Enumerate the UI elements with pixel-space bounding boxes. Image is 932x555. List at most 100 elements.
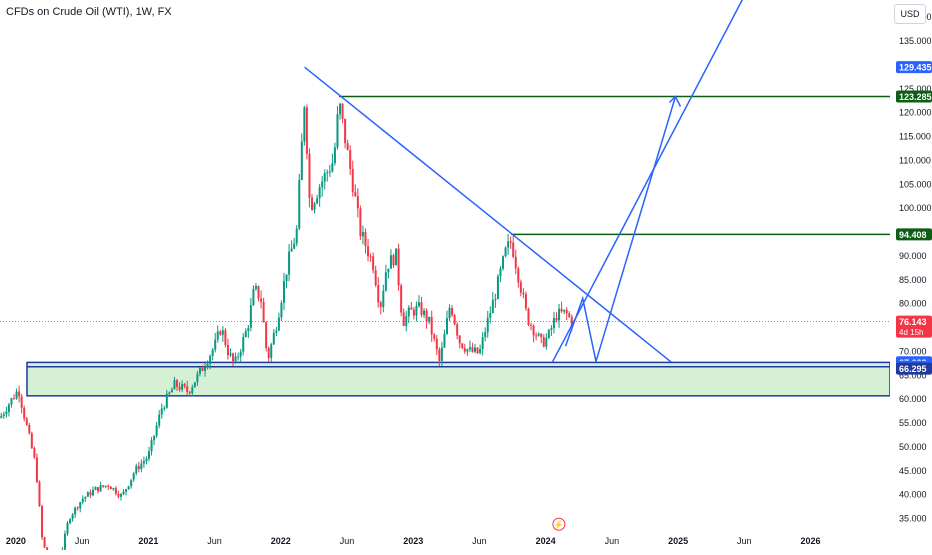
candle-body-62 (158, 415, 160, 426)
candle-body-86 (219, 331, 221, 334)
candle-body-13 (33, 448, 35, 457)
y-tick-label: 60.000 (899, 394, 927, 404)
candle-body-79 (201, 368, 203, 371)
candle-body-96 (245, 331, 247, 337)
candle-body-216 (550, 328, 552, 330)
candle-body-37 (95, 487, 97, 490)
candle-body-152 (387, 269, 389, 272)
candle-body-178 (454, 315, 456, 324)
candle-body-190 (484, 332, 486, 337)
x-tick-label: 2025 (668, 536, 688, 546)
candle-body-100 (255, 286, 257, 289)
candle-body-209 (533, 326, 535, 335)
x-tick-label: 2021 (138, 536, 158, 546)
candle-body-63 (161, 409, 163, 415)
price-label-2: 94.408 (899, 230, 927, 240)
candle-body-9 (23, 408, 25, 419)
candle-body-208 (530, 325, 532, 326)
candle-body-177 (451, 308, 453, 315)
candle-body-71 (181, 384, 183, 390)
candle-body-7 (18, 392, 20, 397)
candle-body-213 (543, 337, 545, 346)
candle-body-10 (26, 418, 28, 425)
y-tick-label: 120.000 (899, 108, 932, 118)
candle-body-189 (482, 337, 484, 349)
candle-body-30 (77, 508, 79, 509)
candle-body-179 (456, 324, 458, 335)
y-tick-label: 100.000 (899, 203, 932, 213)
candle-body-82 (209, 356, 211, 364)
candle-body-212 (540, 334, 542, 337)
candle-body-28 (72, 514, 74, 519)
currency-button[interactable]: USD (894, 4, 926, 24)
candle-body-202 (515, 257, 517, 269)
candle-body-170 (433, 335, 435, 339)
candle-body-70 (179, 387, 181, 390)
candle-body-155 (395, 248, 397, 265)
candle-body-78 (199, 368, 201, 374)
candle-body-222 (566, 310, 568, 313)
candle-body-57 (145, 459, 147, 461)
candle-body-32 (82, 499, 84, 502)
candle-body-95 (242, 337, 244, 352)
candle-body-92 (235, 357, 237, 362)
candle-body-220 (561, 309, 563, 312)
y-tick-label: 135.000 (899, 36, 932, 46)
candle-body-11 (28, 425, 30, 433)
candle-body-195 (497, 276, 499, 299)
candle-body-81 (207, 364, 209, 367)
candle-body-161 (410, 308, 412, 310)
candle-body-101 (258, 286, 260, 299)
candle-body-77 (196, 374, 198, 383)
candle-body-110 (280, 303, 282, 318)
candle-body-98 (250, 305, 252, 328)
candle-body-192 (489, 313, 491, 318)
candle-body-52 (133, 473, 135, 479)
candle-body-165 (421, 302, 423, 315)
candle-body-40 (102, 485, 104, 486)
candle-body-128 (326, 172, 328, 173)
candle-body-42 (107, 486, 109, 487)
candle-body-15 (38, 482, 40, 506)
x-tick-label: Jun (75, 536, 90, 546)
y-tick-label: 110.000 (899, 155, 931, 165)
x-tick-label: 2023 (403, 536, 423, 546)
y-tick-label: 50.000 (899, 442, 927, 452)
candle-body-124 (316, 198, 318, 203)
candle-body-199 (507, 241, 509, 247)
candle-body-74 (189, 392, 191, 393)
candle-body-159 (405, 316, 407, 326)
candle-body-182 (464, 348, 466, 352)
candle-body-67 (171, 389, 173, 392)
candle-body-107 (273, 333, 275, 345)
candle-body-154 (393, 255, 395, 265)
candle-body-171 (436, 339, 438, 350)
candle-body-112 (286, 275, 288, 282)
candle-body-130 (331, 163, 333, 171)
candle-body-102 (260, 298, 262, 301)
candle-body-69 (176, 380, 178, 387)
candle-body-138 (352, 169, 354, 192)
candle-body-151 (385, 272, 387, 291)
candle-body-173 (441, 348, 443, 361)
candle-body-85 (217, 331, 219, 339)
candle-body-59 (151, 440, 153, 451)
candle-body-158 (403, 312, 405, 326)
candle-body-218 (556, 318, 558, 320)
candle-body-17 (44, 537, 46, 547)
trendline-1 (552, 325, 572, 363)
y-tick-label: 45.000 (899, 466, 927, 476)
candle-body-83 (212, 350, 214, 356)
candle-body-60 (153, 436, 155, 441)
candle-body-164 (418, 302, 420, 306)
candle-body-58 (148, 451, 150, 458)
candle-body-149 (380, 303, 382, 308)
candle-body-181 (461, 343, 463, 348)
candle-body-146 (372, 256, 374, 270)
event-icon-glyph: ⚡ (554, 519, 564, 529)
candle-body-45 (115, 488, 117, 494)
candle-body-93 (237, 356, 239, 357)
candle-body-75 (191, 387, 193, 393)
